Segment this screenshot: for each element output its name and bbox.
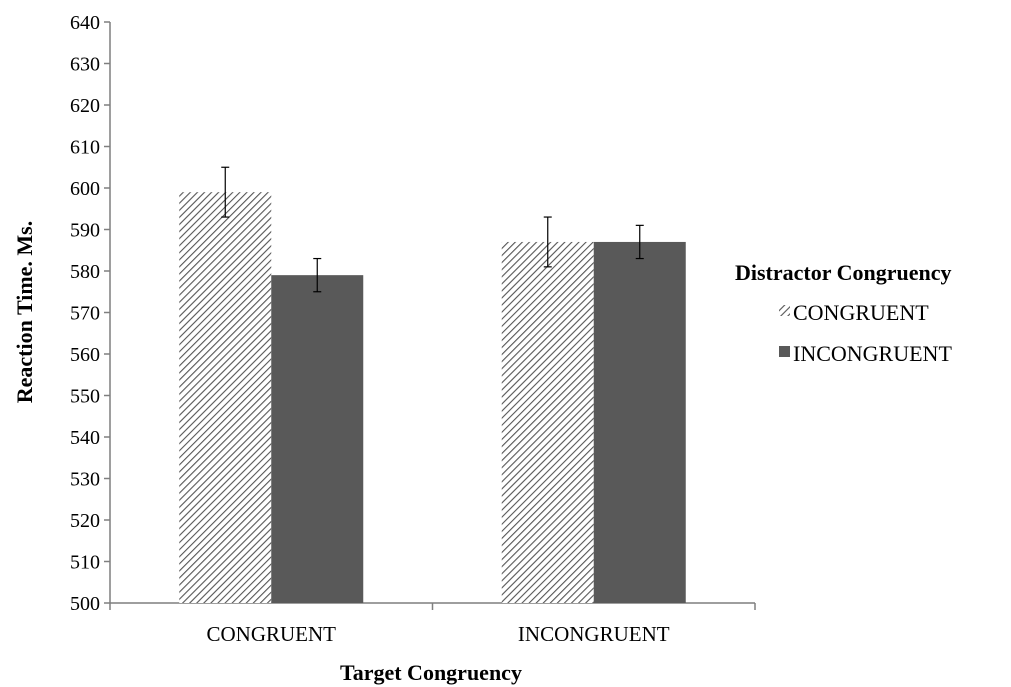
y-tick-label: 630 [70,54,100,76]
y-tick-label: 520 [70,510,100,532]
y-tick-label: 570 [70,303,100,325]
y-axis-title: Reaction Time. Ms. [12,221,37,404]
y-tick-label: 620 [70,95,100,117]
bar-incongruent-incongruent [593,241,686,603]
y-tick-label: 560 [70,344,100,366]
y-tick-label: 540 [70,427,100,449]
bars [179,192,686,603]
y-tick-label: 510 [70,552,100,574]
y-tick-label: 600 [70,178,100,200]
y-tick-label: 640 [70,12,100,34]
y-tick-label: 590 [70,220,100,242]
error-bar [221,166,230,218]
error-bar [543,216,552,268]
y-tick-label: 610 [70,137,100,159]
y-tick-label: 530 [70,469,100,491]
error-bar [635,224,644,260]
bar-congruent-incongruent [501,241,594,603]
x-category-label: INCONGRUENT [518,622,670,646]
legend-title: Distractor Congruency [735,260,952,285]
legend-label-congruent: CONGRUENT [793,300,929,325]
x-axis: CONGRUENT INCONGRUENT [109,602,756,646]
y-tick-label: 550 [70,386,100,408]
x-axis-title: Target Congruency [340,660,522,685]
y-tick-label: 580 [70,261,100,283]
bar-congruent-congruent [179,192,272,603]
error-bars [221,166,644,293]
bar-incongruent-congruent [271,275,364,603]
y-axis: 500 510 520 530 540 550 560 570 580 590 600 610 620 6… [70,12,111,615]
legend: Distractor Congruency CONGRUENT INCONGRU… [735,260,952,366]
x-category-label: CONGRUENT [207,622,337,646]
legend-label-incongruent: INCONGRUENT [793,341,952,366]
error-bar [313,257,322,293]
legend-swatch-congruent [779,305,790,316]
legend-swatch-incongruent [779,346,790,357]
y-tick-label: 500 [70,593,100,615]
